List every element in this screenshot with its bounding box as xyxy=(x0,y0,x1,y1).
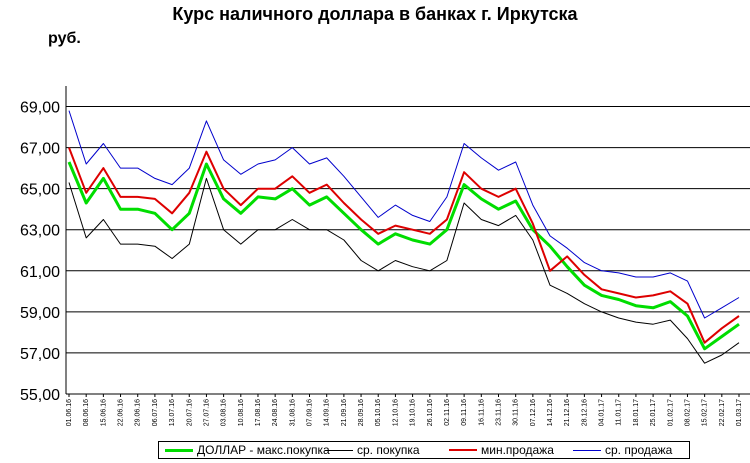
x-tick-label: 08.06.16 xyxy=(83,399,90,426)
x-tick-label: 28.09.16 xyxy=(358,399,365,426)
x-tick-label: 21.12.16 xyxy=(564,399,571,426)
x-tick-label: 06.07.16 xyxy=(152,399,159,426)
y-tick-label: 55,00 xyxy=(20,387,60,404)
x-tick-label: 29.06.16 xyxy=(135,399,142,426)
chart-title: Курс наличного доллара в банках г. Иркут… xyxy=(172,4,578,24)
x-tick-label: 30.11.16 xyxy=(513,399,520,426)
y-axis-unit-label: руб. xyxy=(48,30,81,47)
x-tick-label: 23.11.16 xyxy=(495,399,502,426)
series-line-4 xyxy=(68,110,740,319)
legend-swatch xyxy=(573,449,601,451)
x-tick-label: 07.09.16 xyxy=(307,399,314,426)
x-tick-label: 04.01.17 xyxy=(599,399,606,426)
legend-label: ср. покупка xyxy=(357,443,420,457)
x-tick-label: 08.02.17 xyxy=(684,399,691,426)
x-tick-label: 09.11.16 xyxy=(461,399,468,426)
x-tick-label: 20.07.16 xyxy=(186,399,193,426)
legend-label: мин.продажа xyxy=(481,443,554,457)
x-tick-label: 26.10.16 xyxy=(427,399,434,426)
x-tick-label: 16.11.16 xyxy=(478,399,485,426)
y-tick-label: 67,00 xyxy=(20,141,60,158)
series-line-3 xyxy=(68,147,740,344)
y-tick-label: 61,00 xyxy=(20,264,60,281)
legend-swatch xyxy=(165,448,193,452)
y-tick-label: 69,00 xyxy=(20,100,60,117)
legend: ДОЛЛАР - макс.покупка ср. покупка мин.пр… xyxy=(158,441,690,459)
x-tick-label: 22.06.16 xyxy=(118,399,125,426)
x-tick-label: 01.06.16 xyxy=(66,399,73,426)
legend-item-avg-sell: ср. продажа xyxy=(573,443,672,457)
legend-swatch xyxy=(449,449,477,451)
series-line-1 xyxy=(67,161,740,351)
x-tick-label: 22.02.17 xyxy=(719,399,726,426)
y-tick-label: 63,00 xyxy=(20,223,60,240)
y-tick-label: 59,00 xyxy=(20,305,60,322)
plot-area xyxy=(66,86,750,394)
x-tick-label: 01.03.17 xyxy=(736,399,743,426)
x-tick-label: 13.07.16 xyxy=(169,399,176,426)
x-tick-label: 03.08.16 xyxy=(221,399,228,426)
x-tick-label: 14.09.16 xyxy=(324,399,331,426)
x-tick-label: 21.09.16 xyxy=(341,399,348,426)
x-tick-label: 18.01.17 xyxy=(633,399,640,426)
x-tick-label: 02.11.16 xyxy=(444,399,451,426)
x-tick-label: 15.02.17 xyxy=(702,399,709,426)
x-tick-label: 25.01.17 xyxy=(650,399,657,426)
y-tick-label: 65,00 xyxy=(20,182,60,199)
legend-item-dollar-max-buy: ДОЛЛАР - макс.покупка xyxy=(165,443,330,457)
legend-label: ср. продажа xyxy=(605,443,673,457)
x-tick-label: 24.08.16 xyxy=(272,399,279,426)
x-tick-label: 27.07.16 xyxy=(203,399,210,426)
x-tick-label: 07.12.16 xyxy=(530,399,537,426)
x-tick-label: 10.08.16 xyxy=(238,399,245,426)
legend-swatch xyxy=(325,449,353,451)
x-tick-label: 05.10.16 xyxy=(375,399,382,426)
x-tick-label: 31.08.16 xyxy=(289,399,296,426)
x-tick-label: 11.01.17 xyxy=(616,399,623,426)
x-tick-label: 01.02.17 xyxy=(667,399,674,426)
legend-item-min-sell: мин.продажа xyxy=(449,443,554,457)
legend-label: ДОЛЛАР - макс.покупка xyxy=(197,443,330,457)
x-tick-label: 14.12.16 xyxy=(547,399,554,426)
x-tick-label: 12.10.16 xyxy=(392,399,399,426)
x-tick-label: 17.08.16 xyxy=(255,399,262,426)
x-tick-label: 19.10.16 xyxy=(410,399,417,426)
x-tick-label: 28.12.16 xyxy=(581,399,588,426)
x-tick-label: 15.06.16 xyxy=(100,399,107,426)
legend-item-avg-buy: ср. покупка xyxy=(325,443,420,457)
series-line-2 xyxy=(68,177,740,364)
y-tick-label: 57,00 xyxy=(20,346,60,363)
